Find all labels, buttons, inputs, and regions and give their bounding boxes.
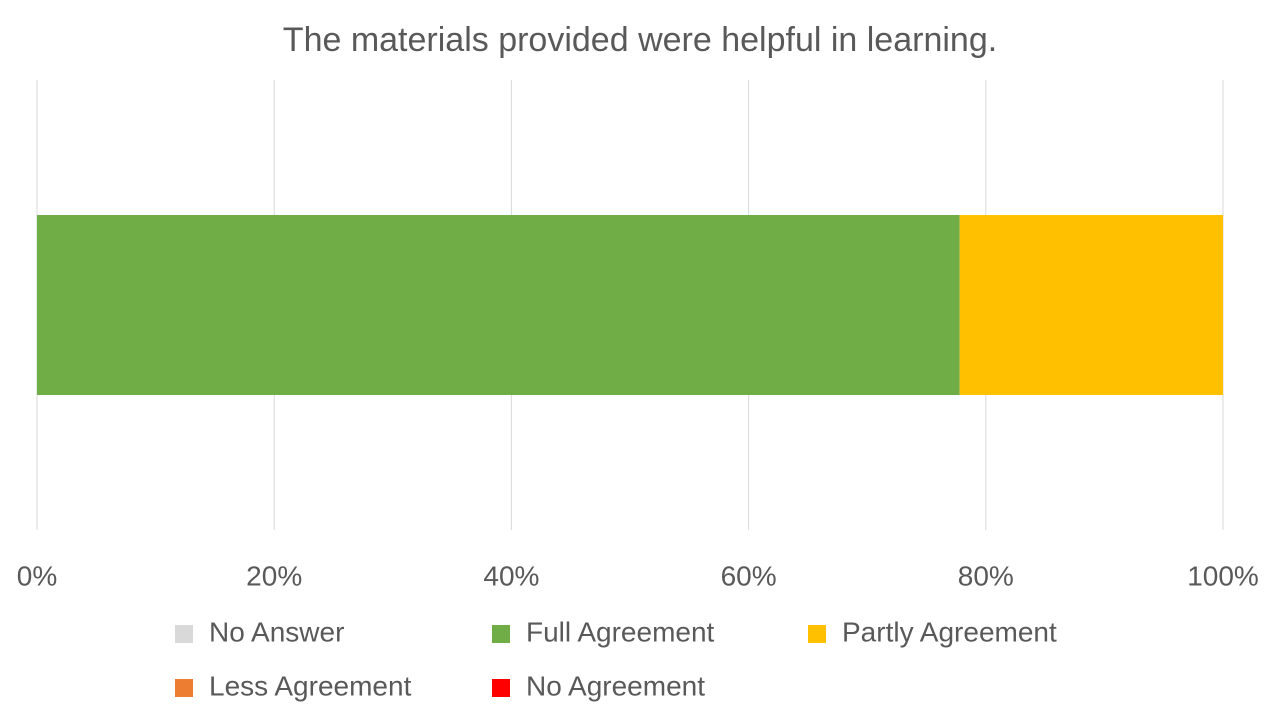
legend-label: No Answer (209, 616, 344, 647)
legend-label: No Agreement (526, 670, 705, 701)
legend-swatch (175, 679, 193, 697)
legend-swatch (492, 679, 510, 697)
chart-title: The materials provided were helpful in l… (283, 21, 997, 59)
legend-swatch (492, 625, 510, 643)
x-tick-label: 0% (17, 560, 57, 591)
legend-label: Less Agreement (209, 670, 412, 701)
legend-label: Full Agreement (526, 616, 715, 647)
x-tick-label: 20% (246, 560, 302, 591)
x-tick-label: 40% (483, 560, 539, 591)
bar-segment (37, 215, 960, 395)
x-tick-label: 80% (958, 560, 1014, 591)
x-tick-label: 60% (721, 560, 777, 591)
legend-label: Partly Agreement (842, 616, 1057, 647)
legend-swatch (808, 625, 826, 643)
bar-segment (959, 215, 1223, 395)
legend-swatch (175, 625, 193, 643)
x-tick-label: 100% (1187, 560, 1259, 591)
